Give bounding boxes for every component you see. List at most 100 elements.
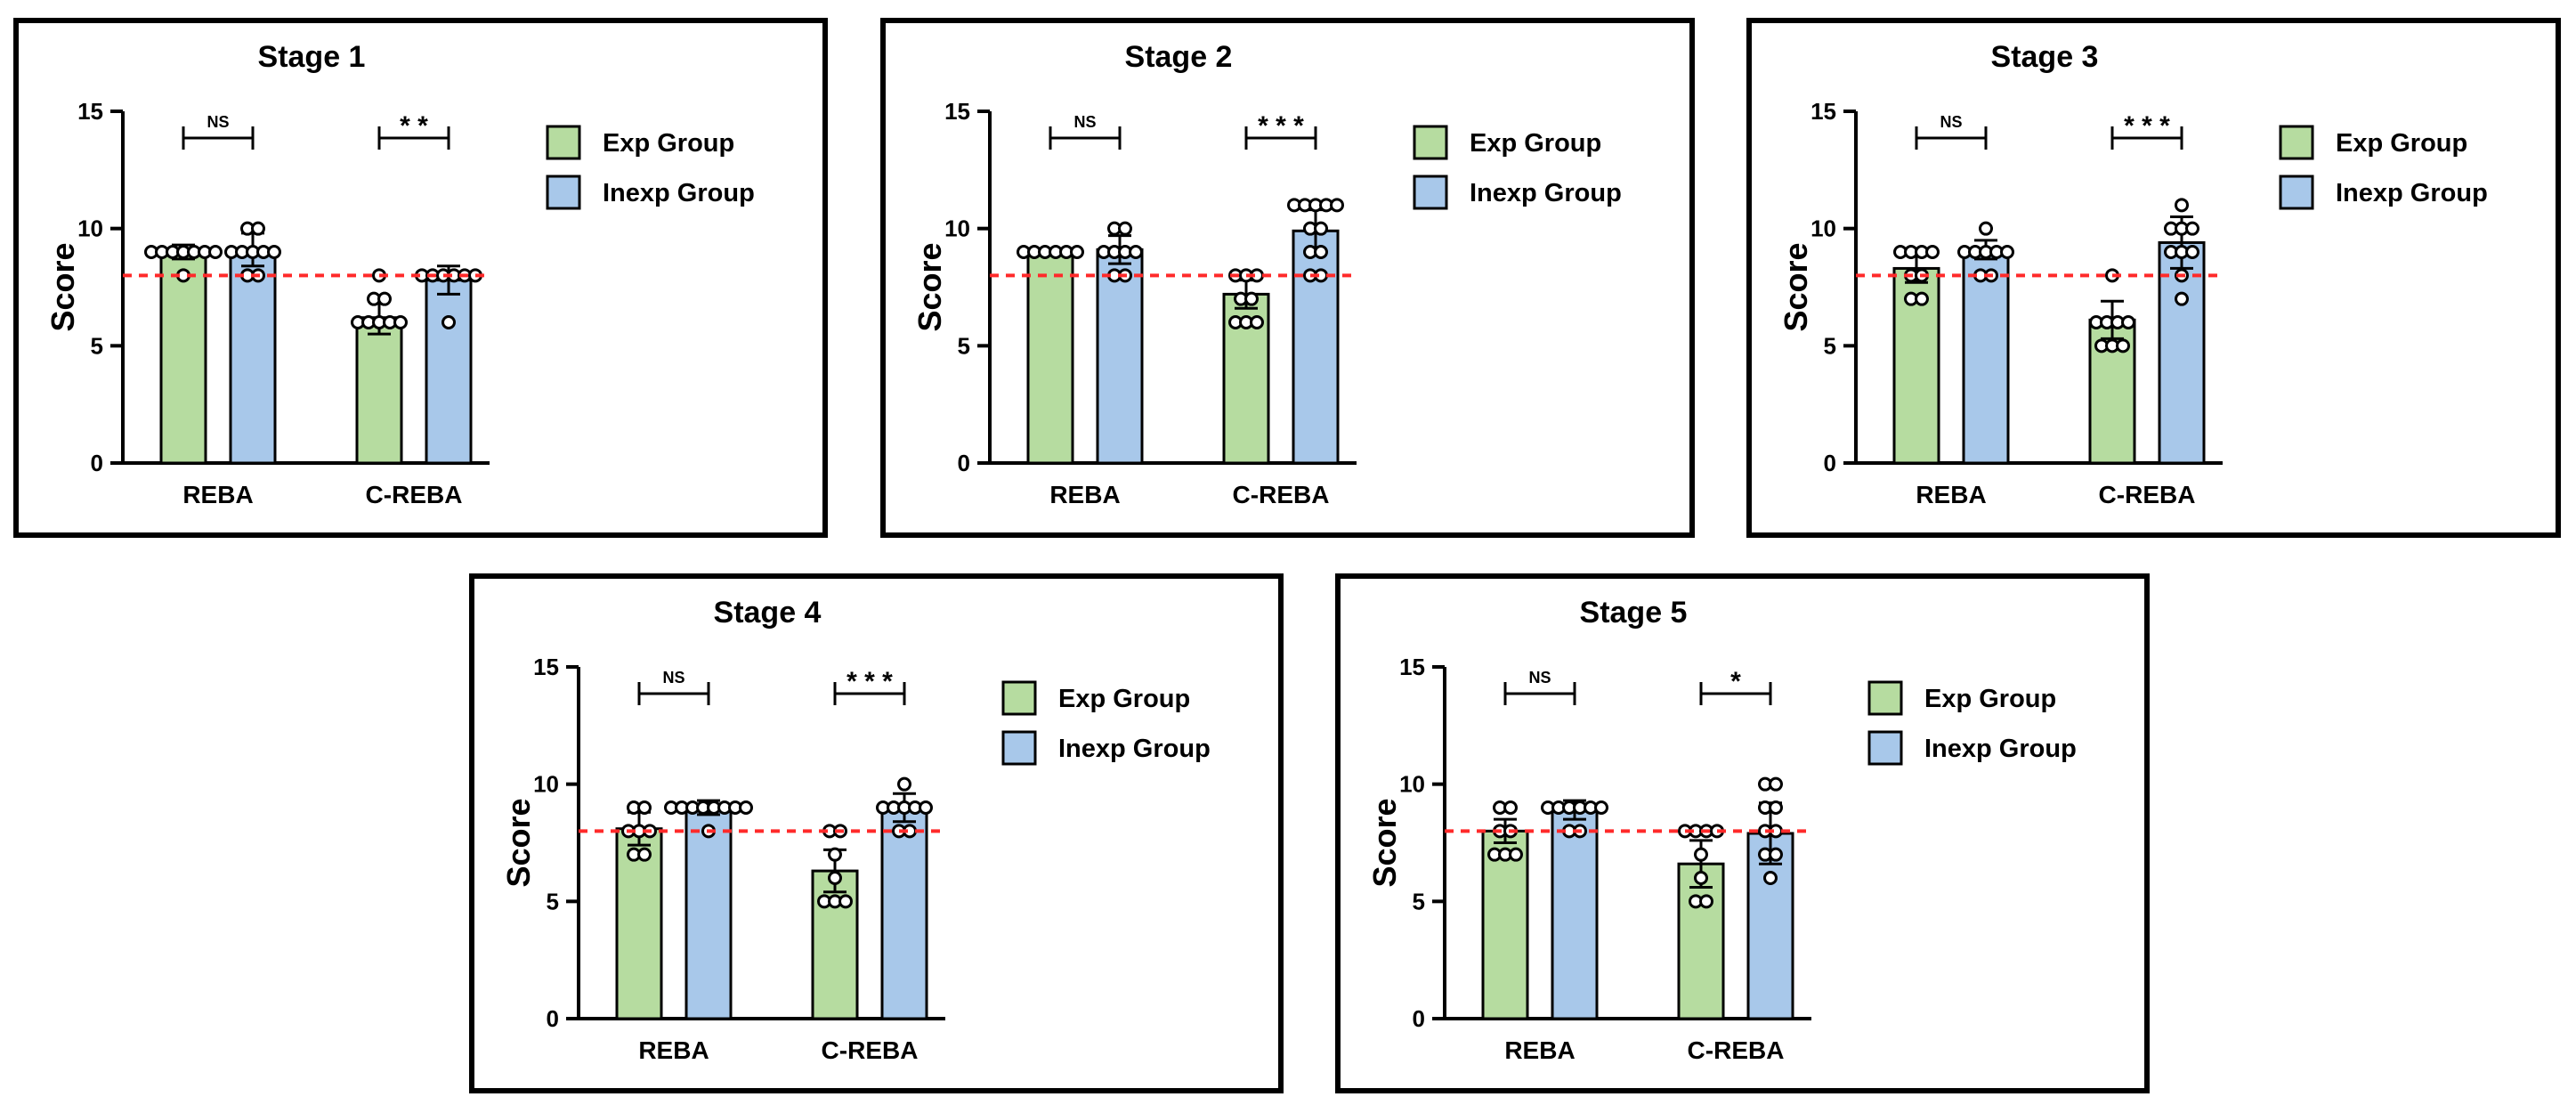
bar-exp [159,250,207,465]
x-tick-label: REBA [1504,1036,1575,1064]
x-tick-label: REBA [182,481,253,508]
data-point [1594,800,1608,815]
legend-label: Inexp Group [2336,179,2488,207]
data-point [1769,847,1783,862]
data-point [2175,291,2189,306]
data-point [1925,245,1940,259]
bar-inexp [229,248,277,465]
bar-inexp [1551,808,1599,1020]
significance-label: NS [1073,113,1096,131]
data-point [377,291,392,306]
bar-exp [1026,250,1074,465]
x-tick-label: C-REBA [1688,1036,1785,1064]
chart-title: Stage 4 [714,596,822,630]
data-point [1509,847,1523,862]
legend-label: Inexp Group [1470,179,1622,207]
significance-label: * [1730,667,1741,696]
legend-label: Inexp Group [1924,735,2077,763]
data-point [2116,338,2130,353]
y-axis-label: Score [500,798,537,887]
significance-label: * * * [2124,111,2170,141]
y-tick-label: 0 [1413,1005,1425,1032]
legend-swatch-inexp [1001,730,1037,766]
stage-1-chart: Stage 1 0 5 10 15 Score REBA NS C-REBA * * Exp Gro… [13,18,828,538]
data-point [919,800,933,815]
chart-title: Stage 3 [1991,40,2099,74]
data-point [1694,847,1708,862]
data-point [1129,245,1143,259]
y-tick-label: 15 [533,654,559,680]
y-tick-label: 5 [1413,888,1425,914]
data-point [1694,871,1708,885]
bar-inexp [1962,248,2010,465]
legend-swatch-inexp [1867,730,1903,766]
chart-title: Stage 2 [1125,40,1233,74]
data-point [251,221,265,236]
data-point [2185,221,2199,236]
significance-label: NS [1528,669,1551,687]
data-point [2175,198,2189,213]
legend-label: Exp Group [2336,129,2467,158]
legend-swatch-inexp [1413,175,1448,210]
y-tick-label: 0 [547,1005,559,1032]
data-point [267,245,281,259]
stage-2-chart: Stage 2 0 5 10 15 Score REBA NS C-REBA * * * Exp G… [880,18,1695,538]
bar-inexp [425,279,473,465]
legend-label: Exp Group [603,129,734,158]
x-tick-label: C-REBA [2099,481,2196,508]
panel-frame [469,573,1284,1093]
y-tick-label: 10 [1810,215,1836,242]
y-tick-label: 15 [1399,654,1425,680]
x-tick-label: REBA [1916,481,1986,508]
data-point [2185,245,2199,259]
data-point [1979,221,1993,236]
y-tick-label: 15 [77,98,103,125]
stage-5-chart: Stage 5 0 5 10 15 Score REBA NS C-REBA * Exp Group… [1335,573,2150,1093]
data-point [1070,245,1084,259]
y-tick-label: 5 [91,332,103,359]
y-tick-label: 0 [958,450,970,476]
data-point [828,871,842,885]
data-point [828,847,842,862]
panel-frame [1335,573,2150,1093]
data-point [1330,198,1344,213]
bar-exp [1481,829,1529,1020]
bar-exp [615,827,663,1020]
stage-3-chart: Stage 3 0 5 10 15 Score REBA NS C-REBA * * * Exp G… [1746,18,2561,538]
data-point [1769,800,1783,815]
chart-title: Stage 1 [258,40,366,74]
data-point [1314,221,1328,236]
y-axis-label: Score [1778,242,1814,331]
data-point [2121,315,2135,329]
bar-inexp [1096,248,1144,465]
y-tick-label: 15 [944,98,970,125]
y-tick-label: 15 [1810,98,1836,125]
bar-inexp [880,806,928,1020]
data-point [1699,894,1713,909]
data-point [637,847,652,862]
bar-exp [355,316,403,465]
legend-label: Inexp Group [1058,735,1211,763]
legend-swatch-exp [1413,125,1448,160]
legend-label: Exp Group [1470,129,1601,158]
legend-swatch-inexp [2279,175,2314,210]
data-point [441,315,456,329]
data-point [1769,776,1783,792]
significance-label: NS [1940,113,1962,131]
data-point [739,800,753,815]
x-tick-label: C-REBA [366,481,463,508]
significance-label: * * * [847,667,893,696]
y-tick-label: 5 [958,332,970,359]
y-tick-label: 10 [533,771,559,798]
legend-label: Exp Group [1924,685,2056,713]
data-point [1250,315,1264,329]
data-point [1118,221,1132,236]
significance-label: NS [207,113,229,131]
panel-frame [1746,18,2561,538]
x-tick-label: C-REBA [822,1036,919,1064]
panel-frame [880,18,1695,538]
y-tick-label: 0 [1824,450,1836,476]
data-point [1314,245,1328,259]
data-point [897,776,911,792]
